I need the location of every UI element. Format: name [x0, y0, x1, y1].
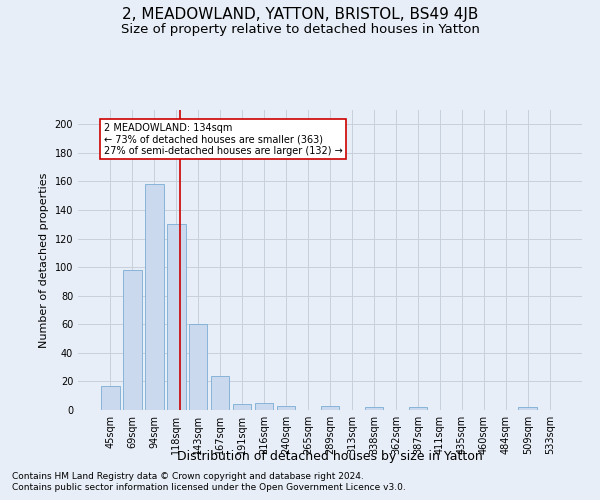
Bar — [277, 406, 295, 410]
Bar — [123, 270, 142, 410]
Bar — [189, 324, 208, 410]
Bar — [255, 403, 274, 410]
Text: Contains HM Land Registry data © Crown copyright and database right 2024.: Contains HM Land Registry data © Crown c… — [12, 472, 364, 481]
Bar — [365, 407, 383, 410]
Bar — [101, 386, 119, 410]
Text: Size of property relative to detached houses in Yatton: Size of property relative to detached ho… — [121, 22, 479, 36]
Bar — [320, 406, 340, 410]
Bar — [167, 224, 185, 410]
Bar — [233, 404, 251, 410]
Text: 2 MEADOWLAND: 134sqm
← 73% of detached houses are smaller (363)
27% of semi-deta: 2 MEADOWLAND: 134sqm ← 73% of detached h… — [104, 123, 343, 156]
Bar — [145, 184, 164, 410]
Text: Contains public sector information licensed under the Open Government Licence v3: Contains public sector information licen… — [12, 484, 406, 492]
Bar — [518, 407, 537, 410]
Y-axis label: Number of detached properties: Number of detached properties — [39, 172, 49, 348]
Text: 2, MEADOWLAND, YATTON, BRISTOL, BS49 4JB: 2, MEADOWLAND, YATTON, BRISTOL, BS49 4JB — [122, 8, 478, 22]
Bar — [211, 376, 229, 410]
Text: Distribution of detached houses by size in Yatton: Distribution of detached houses by size … — [177, 450, 483, 463]
Bar — [409, 407, 427, 410]
